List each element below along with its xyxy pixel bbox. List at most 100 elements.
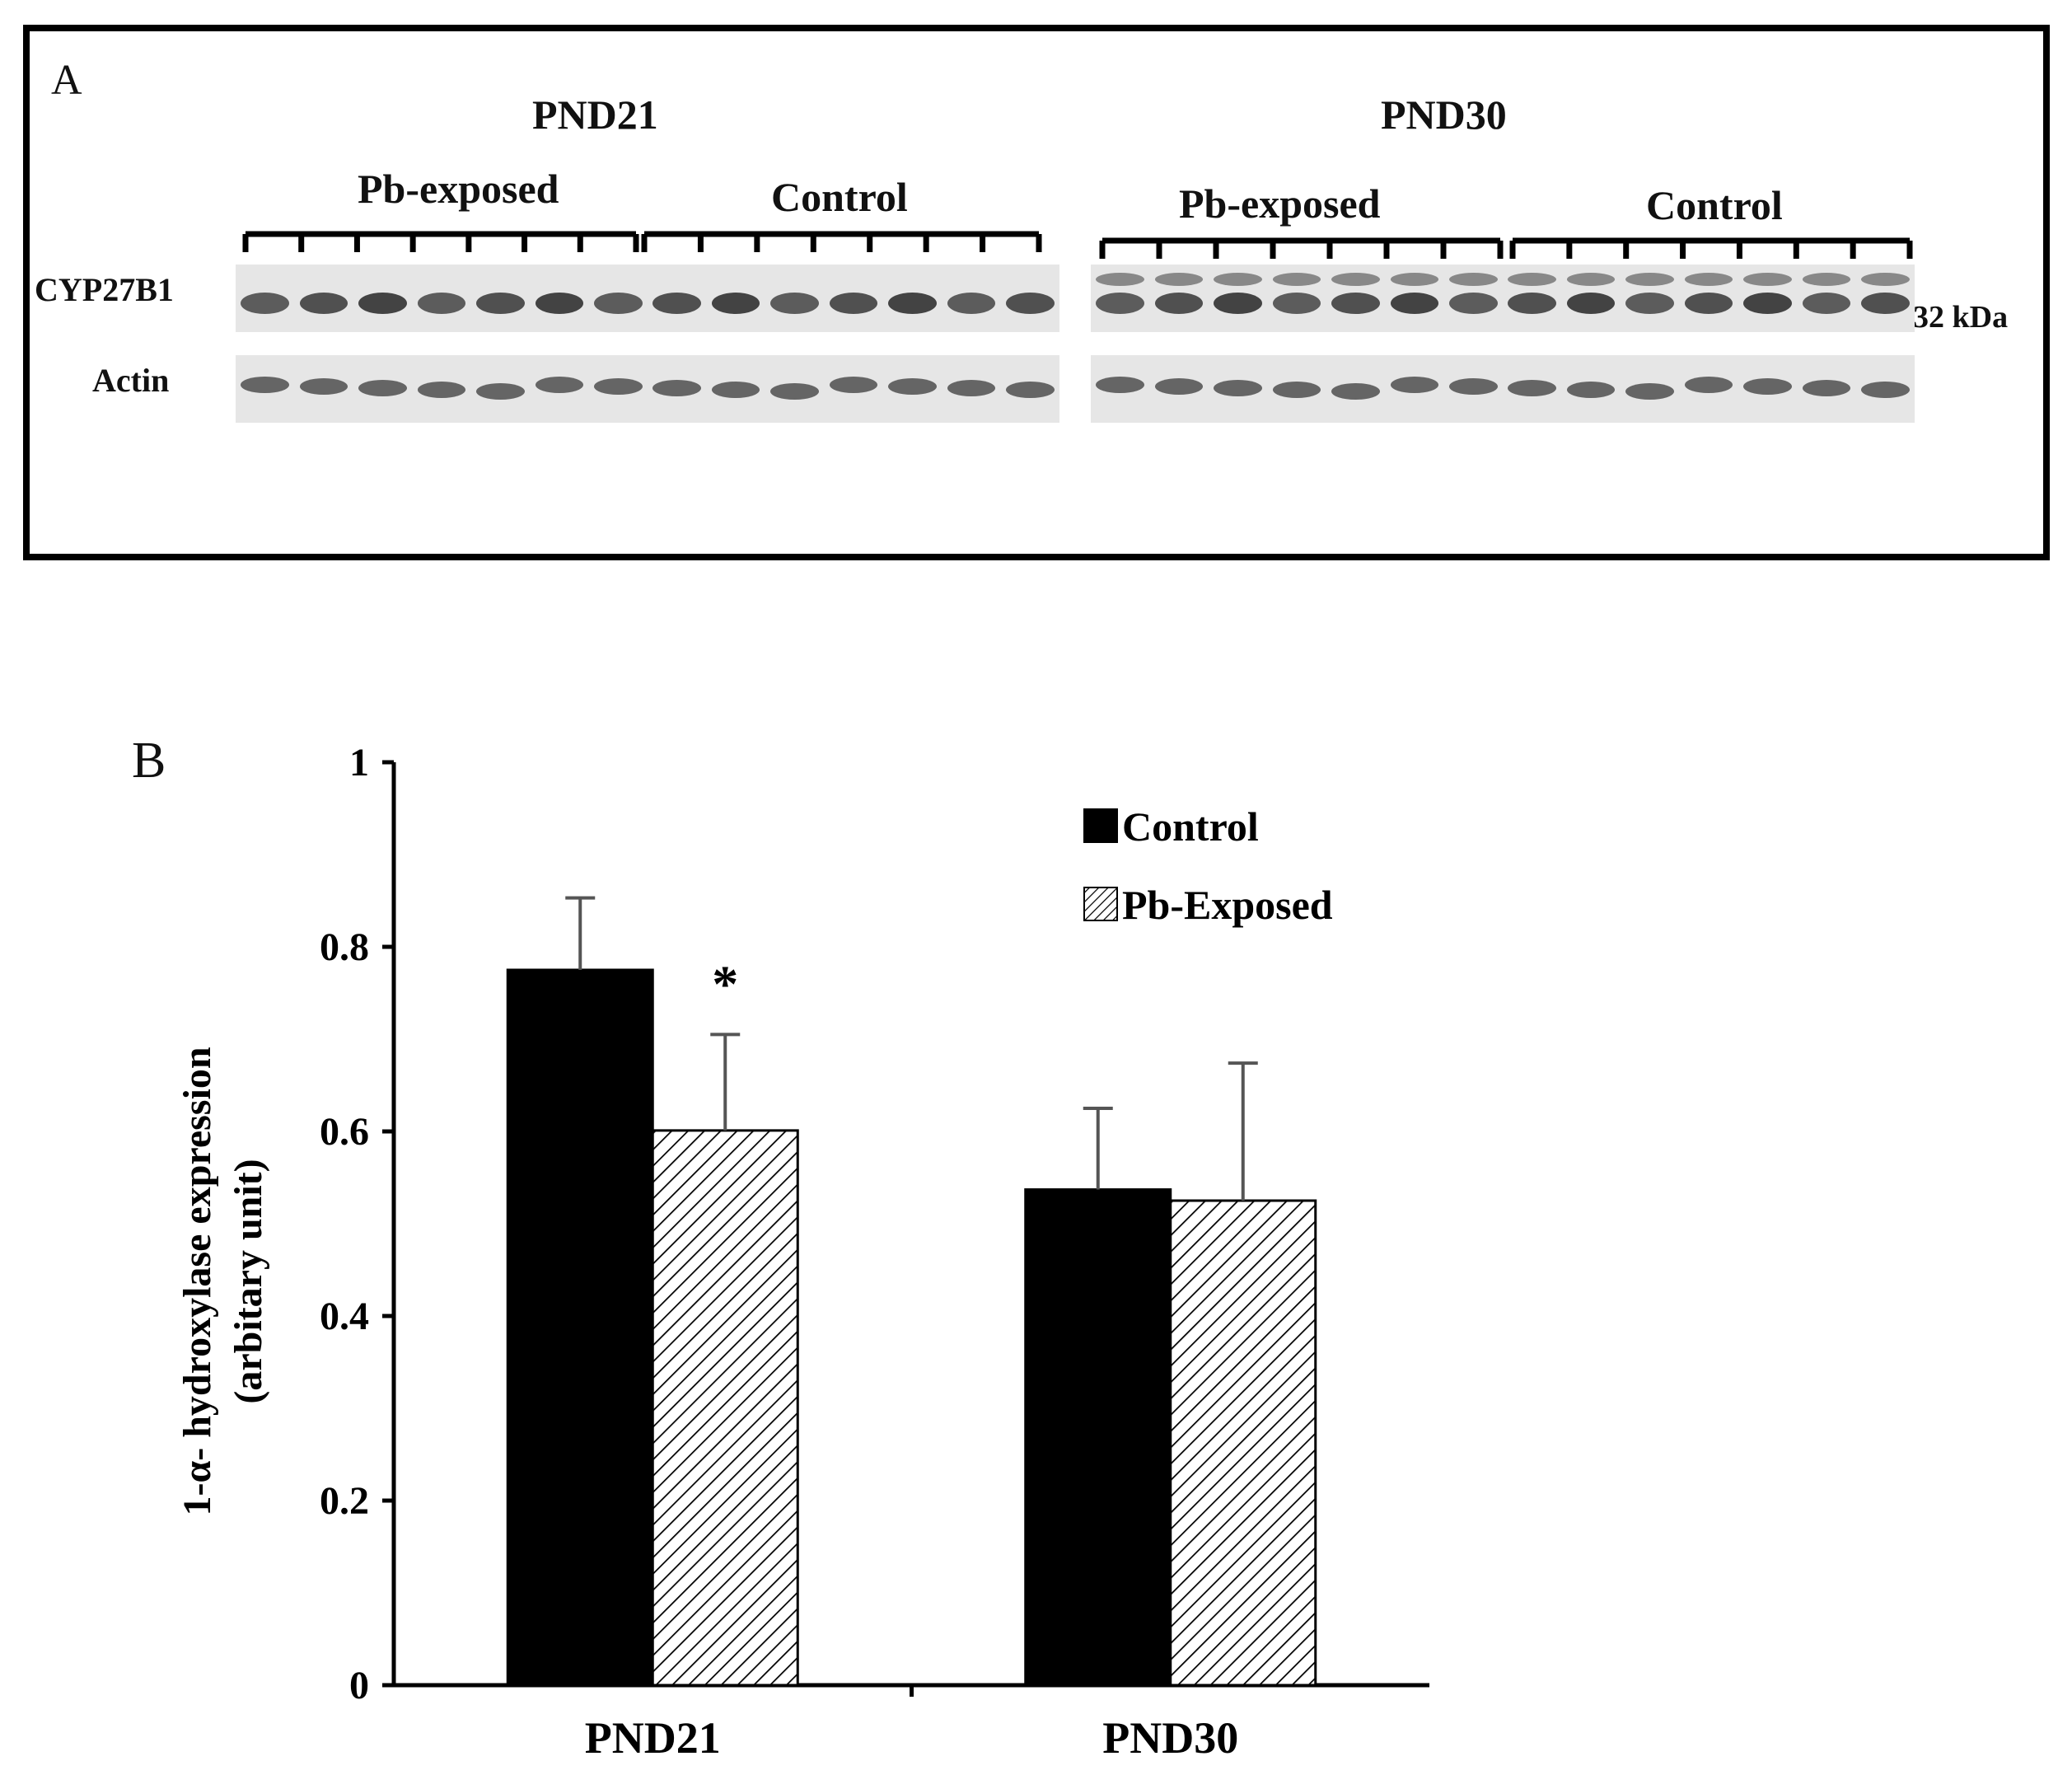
row-label-actin: Actin [92,362,170,399]
legend-label: Control [1122,803,1259,850]
cyp27b1-band [358,293,407,314]
actin-band [947,380,996,396]
cyp27b1-band [594,293,643,314]
cyp27b1-band [1861,293,1910,314]
cyp27b1-band [652,293,701,314]
actin-band [888,378,937,395]
cyp27b1-upper-band [1272,273,1321,286]
actin-band [1214,380,1262,396]
cyp27b1-band [829,293,878,314]
actin-band [1743,378,1792,395]
panel-a-western-blot: A PND21 PND30 Pb-exposed Control Pb-expo… [23,25,2050,560]
legend-swatch [1083,808,1118,843]
actin-band [770,383,819,400]
cyp27b1-band [417,293,466,314]
cyp27b1-band [299,293,348,314]
cyp27b1-band [947,293,996,314]
y-axis-label: (arbitary unit) [227,1159,270,1403]
cyp27b1-upper-band [1625,273,1674,286]
molecular-weight-marker: 32 kDa [1913,300,2009,335]
bar-chart: 0 0.2 0.4 0.6 0.8 1 PND21 PND30 1-α- hydroxyla… [175,741,1429,1763]
y-tick-label: 0 [349,1664,369,1707]
cyp27b1-band [1449,293,1498,314]
cyp27b1-band [1684,293,1733,314]
cyp27b1-upper-band [1331,273,1380,286]
timepoint-label-pnd30: PND30 [1381,91,1507,138]
actin-band [829,377,878,393]
actin-band [594,378,643,395]
group-label-pb-exposed-pnd21: Pb-exposed [358,166,559,212]
timepoint-label-pnd21: PND21 [532,91,658,138]
cyp27b1-band [1743,293,1792,314]
y-tick-label: 0.6 [320,1110,369,1154]
cyp27b1-upper-band [1802,273,1851,286]
actin-band [1096,377,1144,393]
cyp27b1-upper-band [1154,273,1204,286]
blot-cyp27b1-pnd21 [236,265,1059,332]
cyp27b1-upper-band [1214,273,1262,286]
y-axis-label: 1-α- hydroxylase expression [175,1047,219,1515]
actin-band [711,382,760,398]
actin-band [1272,382,1321,398]
cyp27b1-band [476,293,525,314]
legend-swatch [1083,887,1118,921]
blot-cyp27b1-pnd30 [1091,265,1915,332]
actin-band [358,380,407,396]
actin-band [1331,383,1380,400]
blot-actin-pnd21 [236,355,1059,423]
actin-band [299,378,348,395]
cyp27b1-band [535,293,584,314]
cyp27b1-band [770,293,819,314]
cyp27b1-band [241,293,289,314]
lane-brackets [242,231,1913,259]
y-tick-label: 0.2 [320,1479,369,1523]
bar-pb-exposed-pnd30 [1169,1199,1317,1687]
actin-band [652,380,701,396]
cyp27b1-upper-band [1566,273,1616,286]
actin-band [535,377,584,393]
cyp27b1-band [1006,293,1055,314]
cyp27b1-band [1096,293,1144,314]
cyp27b1-upper-band [1390,273,1439,286]
cyp27b1-band [1272,293,1321,314]
cyp27b1-band [1802,293,1851,314]
actin-band [1802,380,1851,396]
y-tick-label: 0.4 [320,1295,369,1338]
group-label-control-pnd30: Control [1646,182,1783,228]
actin-band [1449,378,1498,395]
cyp27b1-band [1154,293,1204,314]
cyp27b1-upper-band [1096,273,1144,286]
actin-band [1006,382,1055,398]
cyp27b1-upper-band [1508,273,1556,286]
cyp27b1-band [1566,293,1616,314]
actin-band [1861,382,1910,398]
x-tick-label: PND30 [1102,1713,1238,1763]
cyp27b1-upper-band [1861,273,1910,286]
panel-a-letter: A [51,57,82,104]
cyp27b1-band [1214,293,1262,314]
cyp27b1-band [1331,293,1380,314]
actin-band [241,377,289,393]
actin-band [417,382,466,398]
bar-control-pnd21 [506,968,654,1687]
cyp27b1-band [1508,293,1556,314]
y-tick-label: 0.8 [320,925,369,969]
cyp27b1-band [1625,293,1674,314]
actin-band [1508,380,1556,396]
panel-b-letter: B [132,733,166,789]
cyp27b1-upper-band [1743,273,1792,286]
actin-band [1625,383,1674,400]
y-tick-label: 1 [349,741,369,784]
bar-control-pnd30 [1024,1188,1172,1687]
actin-band [476,383,525,400]
x-tick-label: PND21 [585,1713,721,1763]
significance-asterisk: * [712,954,738,1013]
blot-actin-pnd30 [1091,355,1915,423]
cyp27b1-band [711,293,760,314]
actin-band [1390,377,1439,393]
legend-label: Pb-Exposed [1122,882,1333,928]
actin-band [1684,377,1733,393]
actin-band [1566,382,1616,398]
group-label-pb-exposed-pnd30: Pb-exposed [1179,180,1381,227]
bar-pb-exposed-pnd21 [651,1129,799,1687]
